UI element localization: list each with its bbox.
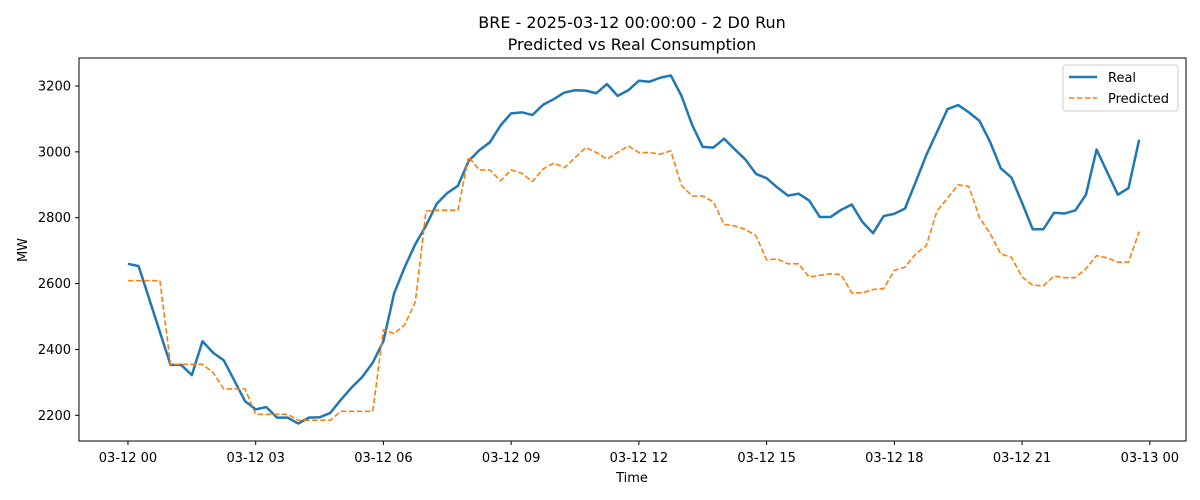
x-tick-label: 03-12 12 [610,451,668,466]
series-line-predicted [127,145,1140,422]
y-tick-label: 2400 [38,343,71,358]
chart-subtitle: Predicted vs Real Consumption [508,35,757,54]
x-tick-label: 03-12 09 [482,451,540,466]
x-axis-ticks: 03-12 00 03-12 03 03-12 06 03-12 09 03-12 12… [99,441,1179,466]
y-tick-label: 2200 [38,409,71,424]
plot-series [127,74,1141,425]
y-tick-label: 2800 [38,211,71,226]
legend-label-predicted: Predicted [1108,92,1169,107]
x-tick-label: 03-12 15 [737,451,795,466]
legend: Real Predicted [1062,64,1179,112]
legend-label-real: Real [1108,71,1136,86]
y-axis-ticks: 2200 2400 2600 2800 3000 3200 [38,79,79,424]
y-tick-label: 2600 [38,277,71,292]
y-tick-label: 3000 [38,145,71,160]
plot-frame [78,57,1187,442]
series-line-real [127,74,1141,425]
x-tick-label: 03-12 18 [865,451,923,466]
x-tick-label: 03-13 00 [1121,451,1179,466]
y-axis-title: MW [16,238,31,262]
x-tick-label: 03-12 06 [354,451,412,466]
chart-title: BRE - 2025-03-12 00:00:00 - 2 D0 Run [478,13,786,32]
x-tick-label: 03-12 21 [993,451,1051,466]
y-tick-label: 3200 [38,79,71,94]
x-tick-label: 03-12 03 [226,451,284,466]
x-axis-title: Time [615,471,648,486]
x-tick-label: 03-12 00 [99,451,157,466]
